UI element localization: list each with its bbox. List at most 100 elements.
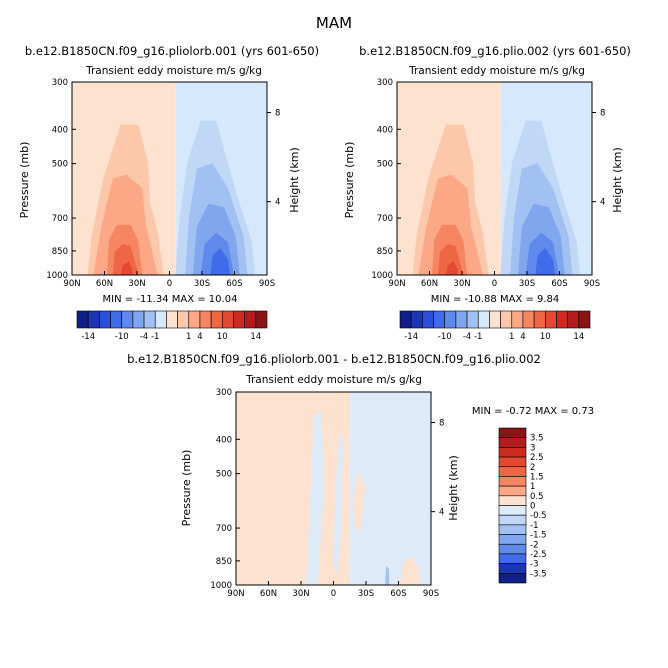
y2-tick-label: 8: [275, 108, 280, 118]
colorbar-label: 0: [530, 502, 535, 512]
colorbar-swatch: [233, 310, 245, 329]
panel-diff-minmax: MIN = -0.72 MAX = 0.73: [472, 406, 594, 417]
colorbar-swatch: [466, 310, 479, 329]
y-tick-label: 500: [216, 470, 232, 480]
colorbar-swatch: [244, 310, 257, 329]
x-tick-label: 60S: [226, 279, 242, 289]
positive-contour-4: [112, 244, 139, 275]
x-tick-label: 0: [167, 279, 172, 289]
colorbar-swatch: [99, 310, 111, 329]
colorbar-swatch: [154, 310, 167, 329]
y-tick-label: 300: [52, 78, 68, 88]
x-tick-label: 30S: [358, 589, 374, 599]
y-tick-label: 700: [52, 214, 68, 224]
positive-contour-5: [445, 261, 458, 275]
colorbar-swatch: [489, 310, 501, 329]
x-tick-label: 90S: [423, 589, 439, 599]
colorbar-swatch: [199, 310, 212, 329]
colorbar-swatch: [188, 310, 201, 329]
panel-left-minmax: MIN = -11.34 MAX = 10.04: [103, 294, 238, 305]
colorbar-label: -14: [81, 332, 95, 342]
colorbar-swatch: [132, 310, 145, 329]
colorbar-swatch: [110, 310, 123, 329]
panel-left-colorbar: -14 -10 -4 -1 1 4 10 14: [76, 310, 268, 342]
colorbar-label: -1: [474, 332, 482, 342]
x-tick-label: 90S: [584, 279, 600, 289]
x-tick-label: 30N: [453, 279, 470, 289]
colorbar-label: 3.5: [530, 434, 544, 444]
colorbar-label: 3: [530, 443, 535, 453]
field: [72, 82, 267, 275]
colorbar-swatch: [498, 485, 527, 497]
colorbar-label: -14: [404, 332, 418, 342]
colorbar-label: 1: [509, 332, 514, 342]
y-tick-label: 850: [377, 247, 393, 257]
field: [397, 82, 592, 275]
x-tick-label: 90N: [227, 589, 244, 599]
colorbar-swatch: [498, 447, 527, 458]
colorbar-swatch: [166, 310, 178, 329]
x-tick-label: 60N: [96, 279, 113, 289]
colorbar-label: -1.5: [530, 531, 547, 541]
colorbar-swatch: [511, 310, 524, 329]
colorbar-swatch: [498, 495, 527, 506]
colorbar-swatch: [533, 310, 546, 329]
panel-right-right-label: Height (km): [611, 147, 624, 213]
y-tick-label: 300: [216, 388, 232, 398]
x-tick-label: 60S: [390, 589, 406, 599]
panel-diff-run-title: b.e12.B1850CN.f09_g16.pliolorb.001 - b.e…: [127, 352, 541, 366]
colorbar-swatch: [567, 310, 580, 329]
panel-left-plot: 90N 60N 30N 0 30S 60S 90S 300 400 500 700 850 1000 4 8: [46, 78, 280, 289]
field: [236, 392, 431, 585]
panel-right-minmax: MIN = -10.88 MAX = 9.84: [431, 294, 560, 305]
colorbar-label: -4: [463, 332, 471, 342]
colorbar-label: -4: [140, 332, 148, 342]
panel-left-ylabel: Pressure (mb): [18, 142, 31, 219]
negative-patch-3: [385, 565, 390, 585]
colorbar-swatch: [422, 310, 434, 329]
panel-right-subtitle: Transient eddy moisture m/s g/kg: [408, 65, 585, 77]
colorbar-label: -3.5: [530, 569, 547, 579]
x-tick-label: 30N: [292, 589, 309, 599]
x-tick-label: 60S: [551, 279, 567, 289]
panel-diff-subtitle: Transient eddy moisture m/s g/kg: [245, 374, 422, 386]
colorbar-swatch: [498, 524, 527, 535]
y-tick-label: 400: [52, 125, 68, 135]
colorbar-swatch: [455, 310, 468, 329]
colorbar-swatch: [498, 456, 527, 468]
x-tick-label: 0: [492, 279, 497, 289]
colorbar-swatch: [498, 437, 527, 448]
colorbar-swatch: [544, 310, 557, 329]
x-tick-label: 60N: [260, 589, 277, 599]
panel-left-run-title: b.e12.B1850CN.f09_g16.pliolorb.001 (yrs …: [25, 44, 319, 58]
colorbar-label: 4: [520, 332, 525, 342]
colorbar-swatch: [498, 553, 527, 564]
panel-diff-plot: 90N 60N 30N 0 30S 60S 90S 300 400 500 700 850 1000 4 8: [210, 388, 444, 599]
y-tick-label: 300: [377, 78, 393, 88]
colorbar-label: -2.5: [530, 550, 547, 560]
panel-left: b.e12.B1850CN.f09_g16.pliolorb.001 (yrs …: [18, 44, 319, 342]
panel-right-ylabel: Pressure (mb): [343, 142, 356, 219]
x-tick-label: 90N: [63, 279, 80, 289]
colorbar-swatch: [556, 310, 568, 329]
panel-diff-right-label: Height (km): [447, 455, 460, 521]
colorbar-swatch: [498, 543, 527, 555]
colorbar-swatch: [255, 310, 268, 329]
y2-tick-label: 8: [439, 418, 444, 428]
x-tick-label: 30S: [519, 279, 535, 289]
y-tick-label: 1000: [371, 271, 393, 281]
panel-diff: b.e12.B1850CN.f09_g16.pliolorb.001 - b.e…: [127, 352, 594, 599]
colorbar-label: 14: [573, 332, 584, 342]
colorbar-swatch: [433, 310, 446, 329]
colorbar-swatch: [498, 427, 527, 438]
colorbar-label: -1: [151, 332, 159, 342]
colorbar-label: -3: [530, 560, 538, 570]
negative-patch-2: [333, 430, 344, 576]
y2-tick-label: 8: [600, 108, 605, 118]
colorbar-swatch: [177, 310, 190, 329]
positive-contour-4: [437, 244, 464, 275]
positive-patch-2: [399, 556, 422, 585]
colorbar-swatch: [578, 310, 591, 329]
colorbar-swatch: [87, 310, 100, 329]
